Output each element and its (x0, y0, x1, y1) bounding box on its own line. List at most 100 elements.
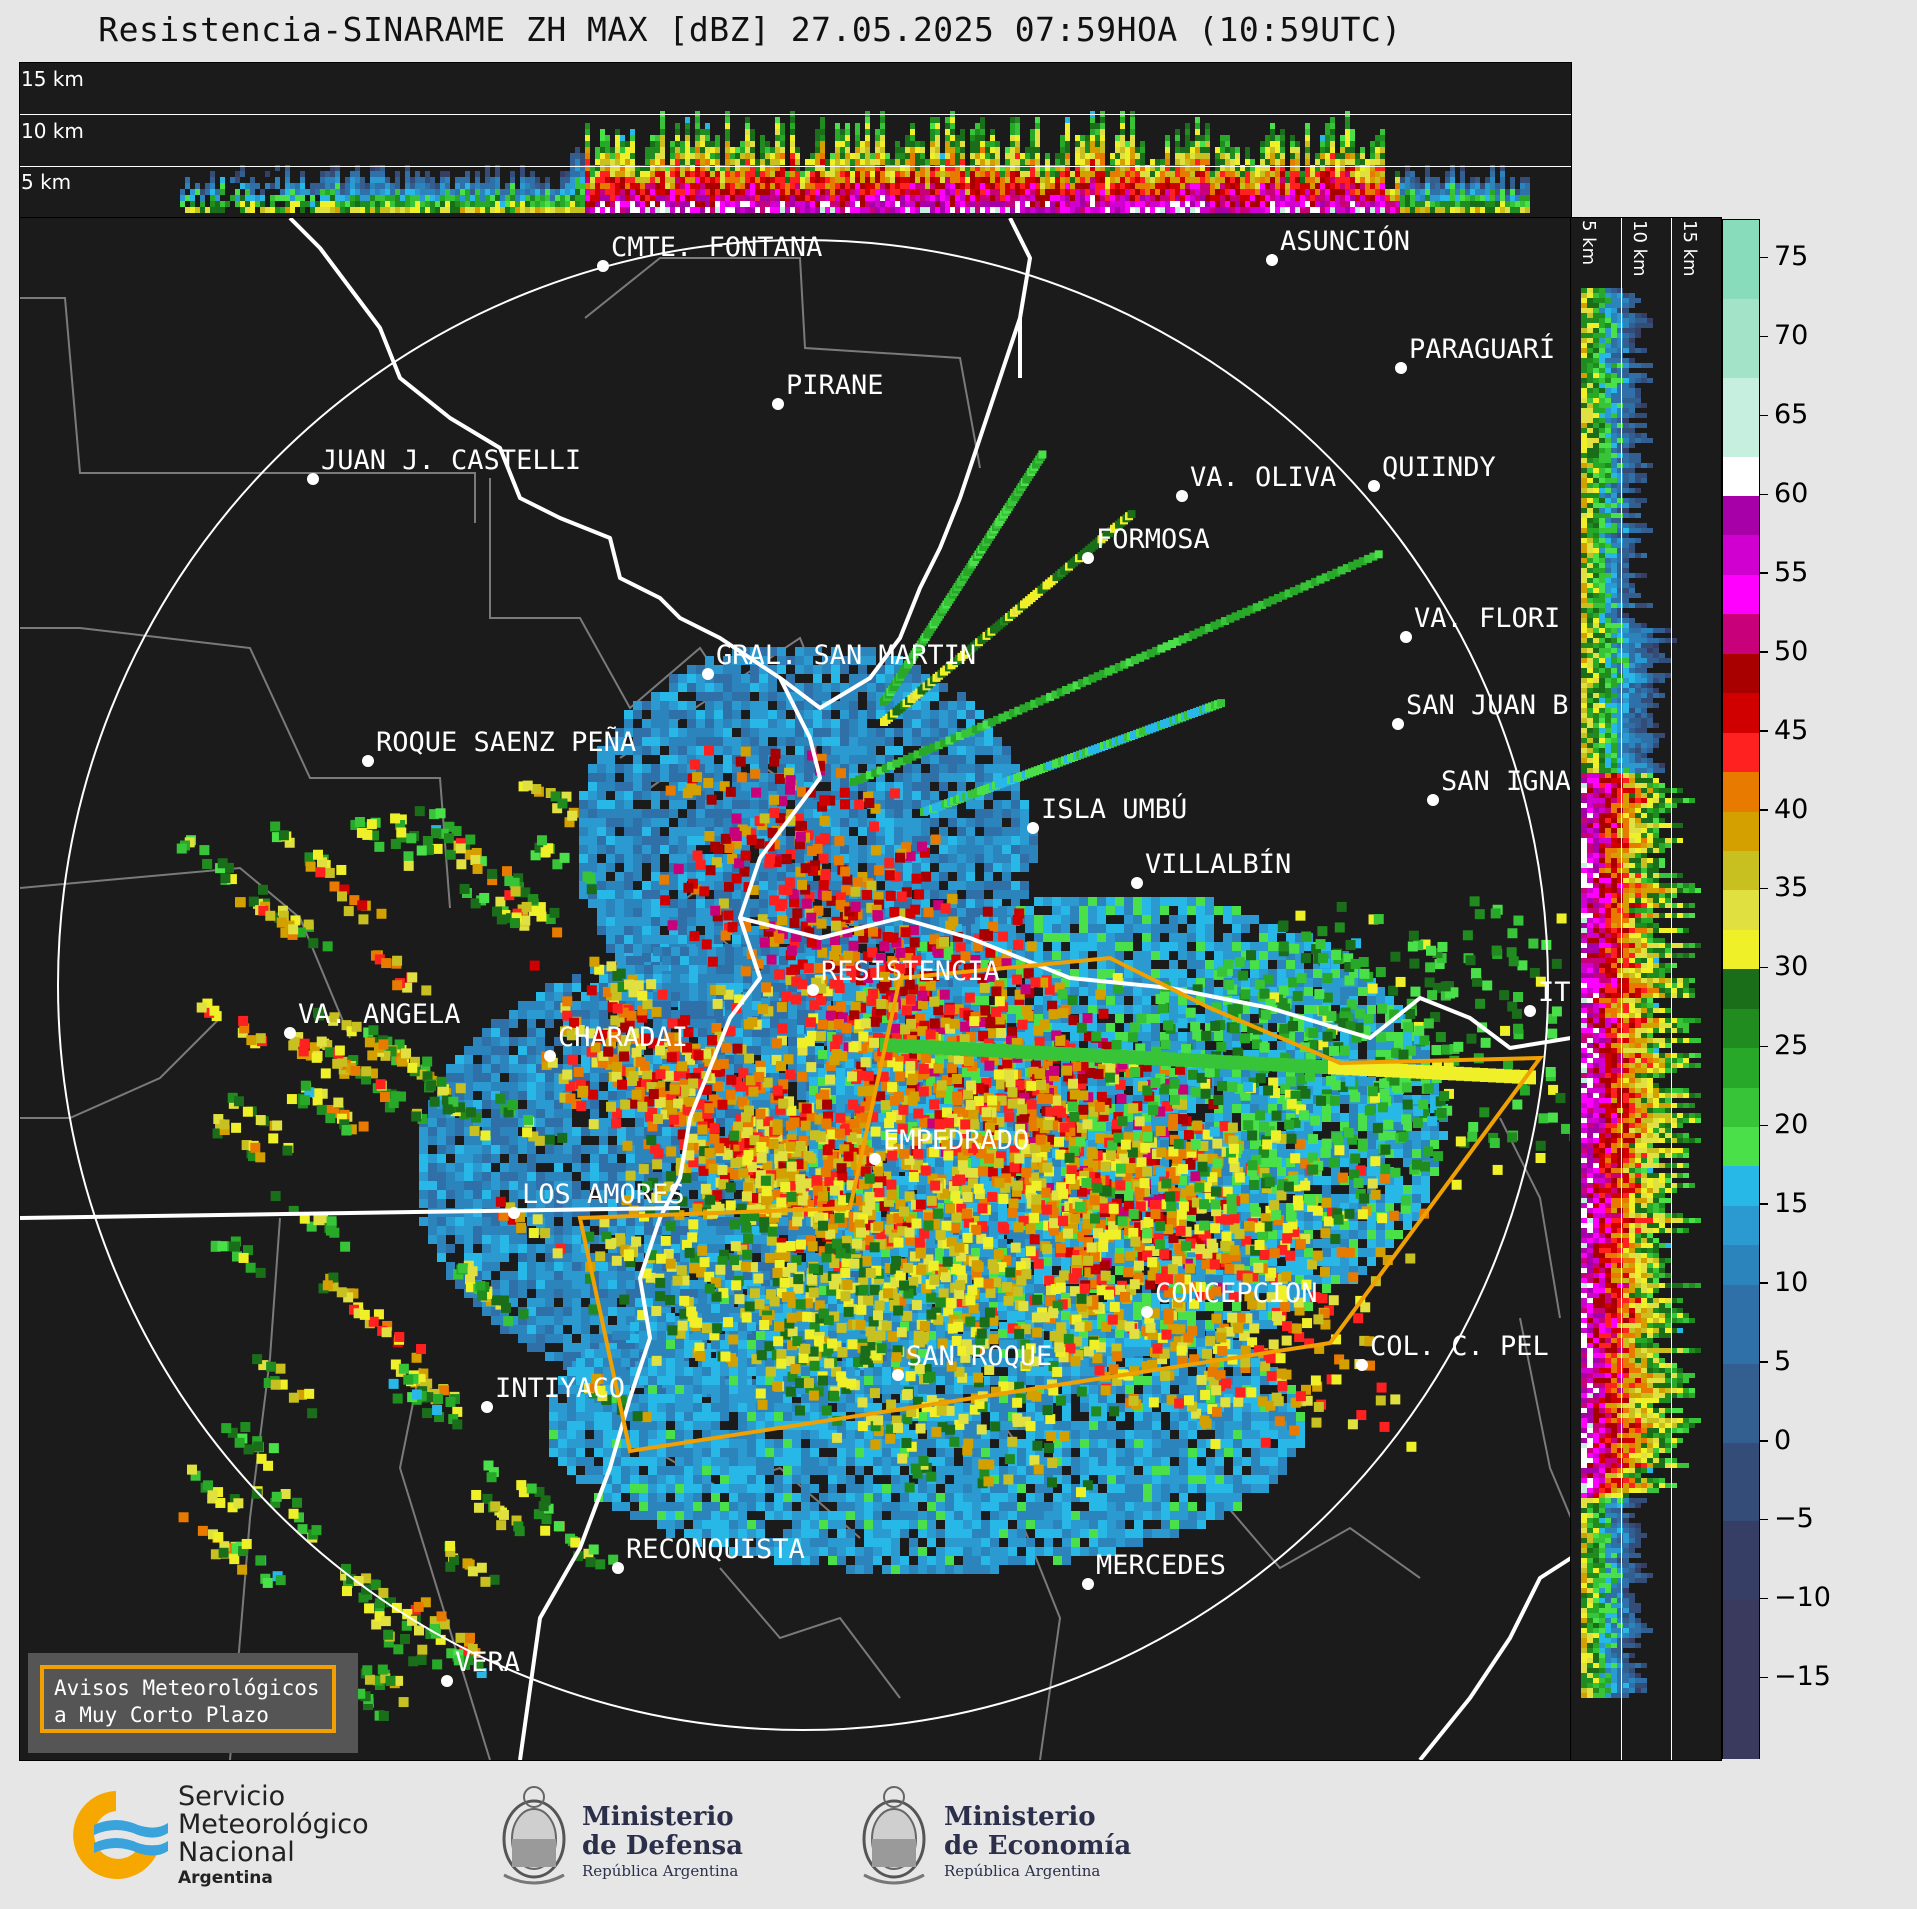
echo-cell (270, 207, 275, 213)
echo-cell (740, 207, 745, 213)
echo-cell (285, 171, 290, 177)
echo-cell (790, 123, 795, 129)
echo-cell (320, 201, 325, 207)
echo-cell (642, 809, 651, 818)
echo-cell (615, 189, 620, 195)
echo-cell (1275, 207, 1280, 213)
echo-cell (725, 123, 730, 129)
echo-cell (1215, 195, 1220, 201)
echo-cell (957, 782, 966, 791)
echo-cell (1310, 177, 1315, 183)
echo-cell (1265, 195, 1270, 201)
echo-cell (1350, 147, 1355, 153)
echo-cell (275, 207, 280, 213)
echo-cell (1010, 189, 1015, 195)
echo-cell (599, 1019, 608, 1028)
echo-cell (750, 782, 759, 791)
echo-cell (905, 189, 910, 195)
echo-cell (696, 818, 705, 827)
echo-cell (835, 147, 840, 153)
echo-cell (400, 201, 405, 207)
echo-cell (860, 201, 865, 207)
echo-cell (795, 165, 800, 171)
echo-cell (1300, 183, 1305, 189)
echo-cell (660, 153, 665, 159)
echo-cell (370, 189, 375, 195)
echo-cell (1320, 207, 1325, 213)
echo-cell (1025, 165, 1030, 171)
echo-cell (1190, 189, 1195, 195)
echo-cell (1070, 171, 1075, 177)
echo-cell (734, 1028, 743, 1037)
echo-cell (615, 764, 624, 773)
echo-cell (606, 854, 615, 863)
echo-cell (1180, 165, 1185, 171)
echo-cell (1060, 135, 1065, 141)
echo-cell (530, 201, 535, 207)
echo-cell (1029, 836, 1038, 845)
echo-cell (255, 183, 260, 189)
echo-cell (1220, 135, 1225, 141)
echo-cell (770, 965, 779, 974)
echo-cell (425, 171, 430, 177)
echo-cell (1000, 201, 1005, 207)
echo-cell (1105, 171, 1110, 177)
echo-cell (1075, 165, 1080, 171)
echo-cell (579, 809, 588, 818)
echo-cell (597, 890, 606, 899)
echo-cell (980, 189, 985, 195)
echo-cell (696, 683, 705, 692)
echo-cell (210, 183, 215, 189)
echo-cell (500, 1037, 509, 1046)
echo-cell (970, 207, 975, 213)
echo-cell (325, 207, 330, 213)
echo-cell (867, 863, 876, 872)
echo-cell (1011, 782, 1020, 791)
echo-cell (695, 201, 700, 207)
echo-cell (1090, 201, 1095, 207)
echo-cell (743, 1010, 752, 1019)
echo-cell (678, 908, 687, 917)
echo-cell (665, 189, 670, 195)
echo-cell (1160, 195, 1165, 201)
echo-cell (690, 171, 695, 177)
echo-cell (624, 782, 633, 791)
echo-cell (550, 195, 555, 201)
echo-cell (1002, 845, 1011, 854)
echo-cell (700, 171, 705, 177)
echo-cell (606, 863, 615, 872)
echo-cell (730, 147, 735, 153)
echo-cell (750, 719, 759, 728)
echo-cell (788, 1064, 797, 1073)
echo-cell (840, 746, 849, 755)
echo-cell (590, 165, 595, 171)
echo-cell (912, 818, 921, 827)
echo-cell (869, 1055, 878, 1064)
echo-cell (734, 1091, 743, 1100)
echo-cell (1225, 165, 1230, 171)
echo-cell (890, 195, 895, 201)
echo-cell (1011, 899, 1020, 908)
echo-cell (1305, 183, 1310, 189)
echo-cell (645, 153, 650, 159)
echo-cell (1350, 135, 1355, 141)
echo-cell (1220, 183, 1225, 189)
echo-cell (840, 755, 849, 764)
echo-cell (605, 141, 610, 147)
echo-cell (660, 201, 665, 207)
echo-cell (1495, 201, 1500, 207)
echo-cell (920, 165, 925, 171)
echo-cell (912, 728, 921, 737)
echo-cell (1325, 201, 1330, 207)
echo-cell (914, 983, 923, 992)
echo-cell (315, 207, 320, 213)
echo-cell (840, 737, 849, 746)
echo-cell (750, 183, 755, 189)
echo-cell (689, 965, 698, 974)
echo-cell (759, 863, 768, 872)
echo-cell (678, 710, 687, 719)
echo-cell (624, 944, 633, 953)
echo-cell (669, 773, 678, 782)
echo-cell (595, 171, 600, 177)
echo-cell (723, 863, 732, 872)
